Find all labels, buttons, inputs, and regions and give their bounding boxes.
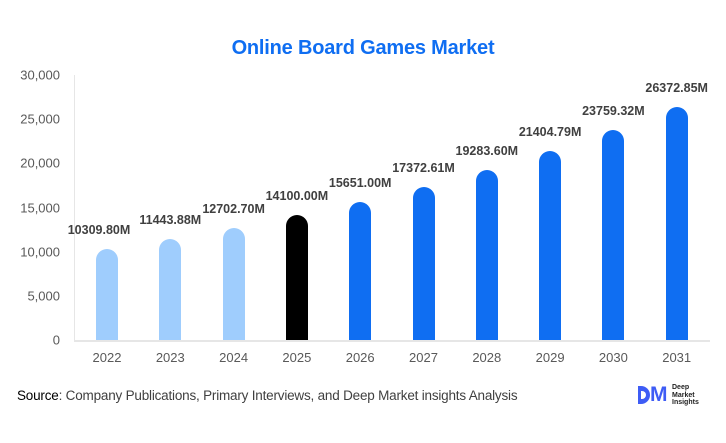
data-label: 10309.80M	[67, 222, 131, 237]
y-tick-label: 25,000	[20, 111, 60, 127]
x-tick-label: 2029	[535, 350, 565, 365]
bar-2024	[222, 227, 245, 340]
data-label: 19283.60M	[455, 143, 519, 158]
bar-2030	[602, 130, 625, 340]
x-tick-label: 2024	[219, 350, 249, 365]
y-tick-label: 5,000	[27, 288, 60, 304]
y-tick-label: 0	[52, 332, 60, 348]
brand-logo: M Deep Market Insights	[638, 384, 699, 407]
logo-mark-icon: M	[638, 384, 670, 405]
y-tick-label: 20,000	[20, 155, 60, 171]
bar-2025	[285, 215, 308, 340]
source-note: Source: Company Publications, Primary In…	[17, 388, 518, 403]
logo-text: Deep Market Insights	[672, 384, 699, 406]
bar-2026	[349, 201, 372, 340]
y-axis-line	[74, 75, 75, 341]
x-tick-label: 2025	[282, 350, 312, 365]
bar-2029	[539, 150, 562, 340]
bar-2023	[159, 238, 182, 340]
x-tick-label: 2023	[155, 350, 185, 365]
data-label: 12702.70M	[202, 201, 265, 216]
x-tick-label: 2022	[92, 350, 122, 365]
x-tick-label: 2028	[472, 350, 502, 365]
data-label: 23759.32M	[582, 104, 645, 119]
data-label: 21404.79M	[518, 124, 582, 139]
x-tick-label: 2030	[598, 350, 628, 365]
data-label: 15651.00M	[328, 175, 392, 190]
chart-title: Online Board Games Market	[231, 37, 495, 59]
x-tick-label: 2027	[409, 350, 438, 365]
source-label: Source	[17, 388, 59, 403]
x-tick-label: 2026	[345, 350, 375, 365]
bar-2022	[96, 248, 118, 340]
x-axis-line	[74, 340, 710, 342]
data-label: 26372.85M	[645, 81, 708, 96]
x-tick-label: 2031	[662, 350, 692, 365]
data-label: 14100.00M	[265, 189, 329, 204]
bar-2031	[665, 107, 688, 340]
source-text: : Company Publications, Primary Intervie…	[58, 388, 518, 403]
y-tick-label: 30,000	[20, 67, 60, 83]
bar-2028	[475, 169, 498, 340]
data-label: 11443.88M	[139, 212, 202, 227]
y-tick-label: 15,000	[20, 200, 60, 215]
data-label: 17372.61M	[392, 160, 455, 175]
bar-2027	[412, 186, 435, 340]
y-tick-label: 10,000	[20, 244, 60, 260]
